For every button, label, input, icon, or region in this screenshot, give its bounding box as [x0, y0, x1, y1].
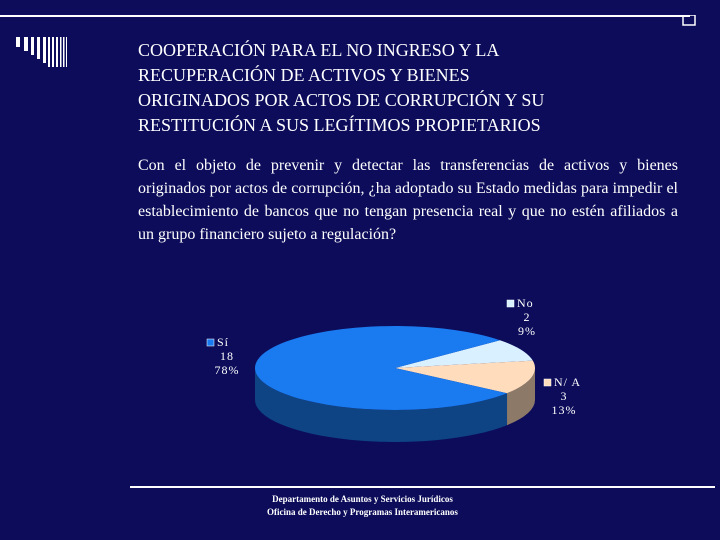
pie-slice [395, 340, 533, 368]
data-label-name: No [517, 296, 534, 310]
data-label-value: 3 [561, 389, 568, 403]
pie-slice-side [507, 368, 535, 426]
footer: Departamento de Asuntos y Servicios Jurí… [200, 493, 525, 519]
data-label-name: Sí [217, 335, 229, 349]
data-label-percent: 13% [552, 403, 577, 417]
pie-slice-side [255, 368, 508, 443]
legend-swatch [206, 338, 215, 347]
data-label-name: N/ A [554, 375, 581, 389]
survey-question: Con el objeto de prevenir y detectar las… [138, 157, 678, 243]
data-label-value: 18 [220, 349, 234, 363]
footer-department: Departamento de Asuntos y Servicios Jurí… [272, 494, 453, 504]
footer-divider [130, 486, 715, 488]
pie-slice [254, 325, 508, 410]
pie-slice [395, 360, 535, 394]
data-label-percent: 9% [518, 324, 536, 338]
legend-swatch [543, 378, 552, 387]
data-label-percent: 78% [215, 363, 240, 377]
footer-office: Oficina de Derecho y Programas Interamer… [267, 507, 458, 517]
legend-swatch [506, 299, 515, 308]
decorative-bars [0, 15, 696, 67]
data-label-value: 2 [524, 310, 531, 324]
slide-title: COOPERACIÓN PARA EL NO INGRESO Y LA RECU… [138, 40, 545, 135]
